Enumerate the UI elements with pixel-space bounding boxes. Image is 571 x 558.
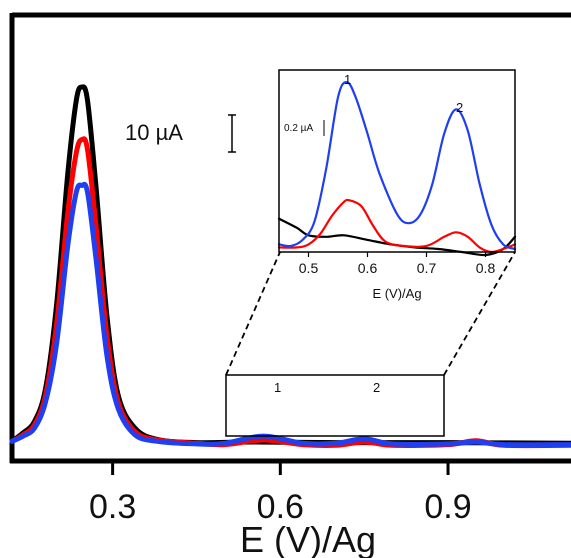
- inset-x-tick-label: 0.6: [358, 260, 378, 276]
- main-x-tick-label: 0.3: [89, 488, 136, 526]
- main-peak-label-1: 1: [274, 380, 281, 395]
- inset-x-tick-label: 0.5: [299, 260, 319, 276]
- main-series-group: [9, 84, 571, 449]
- inset-peak-label-1: 1: [344, 72, 351, 87]
- scale-bar-label: 10 µA: [125, 120, 183, 145]
- inset-chart: 0.5 0.6 0.7 0.8 E (V)/Ag 0.2 µA 1 2: [277, 69, 517, 301]
- inset-scale-bar-label: 0.2 µA: [284, 123, 313, 134]
- main-x-tick-label: 0.6: [257, 488, 304, 526]
- inset-x-ticks: 0.5 0.6 0.7 0.8: [299, 252, 496, 276]
- connector-left: [225, 251, 281, 376]
- main-x-ticks: 0.3 0.6 0.9: [89, 461, 472, 526]
- main-series-blue: [9, 181, 571, 448]
- inset-frame: [278, 69, 516, 253]
- inset-x-axis-title: E (V)/Ag: [372, 286, 421, 301]
- inset-x-tick-label: 0.7: [417, 260, 437, 276]
- inset-scale-bar: 0.2 µA: [284, 120, 325, 136]
- connector-right: [443, 251, 516, 376]
- main-peak-label-2: 2: [373, 380, 380, 395]
- main-x-tick-label: 0.9: [424, 488, 471, 526]
- inset-peak-label-2: 2: [456, 100, 463, 115]
- inset-series-red: [277, 198, 517, 254]
- main-x-axis-title: E (V)/Ag: [240, 519, 376, 558]
- zoom-box: [225, 374, 445, 437]
- scale-bar: 10 µA: [125, 114, 236, 153]
- inset-series-blue: [277, 81, 517, 251]
- inset-x-tick-label: 0.8: [476, 260, 496, 276]
